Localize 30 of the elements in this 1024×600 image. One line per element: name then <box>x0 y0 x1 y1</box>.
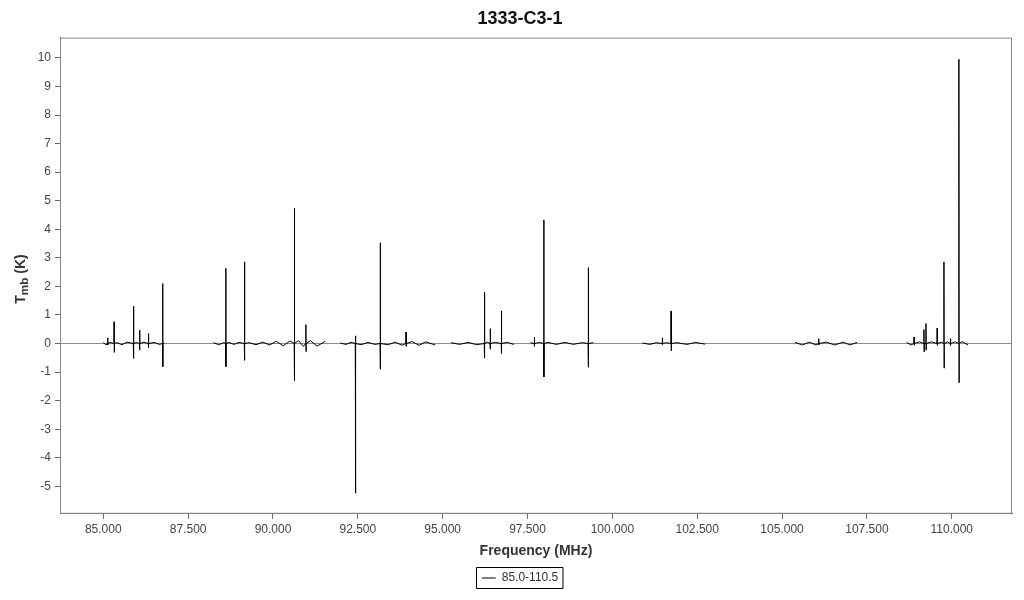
x-tick-label: 102.500 <box>675 522 720 537</box>
y-tick-label: -1 <box>40 364 52 379</box>
x-axis-title: Frequency (MHz) <box>479 542 593 559</box>
y-tick-label: 8 <box>44 107 52 122</box>
x-tick-label: 110.000 <box>930 522 974 537</box>
y-tick-label: -5 <box>40 478 52 493</box>
y-tick-label: 3 <box>44 250 52 265</box>
y-tick-label: 7 <box>44 135 52 150</box>
x-tick-label: 85.000 <box>84 522 122 537</box>
y-tick-label: 6 <box>44 164 52 179</box>
y-tick-label: 10 <box>37 50 52 65</box>
chart-title: 1333-C3-1 <box>477 7 563 28</box>
y-tick-label: 5 <box>44 193 52 208</box>
y-tick-label: -3 <box>40 421 52 436</box>
y-tick-label: -2 <box>40 392 52 407</box>
y-tick-label: 0 <box>44 335 52 350</box>
x-tick-label: 92.500 <box>339 522 377 537</box>
x-tick-label: 90.000 <box>254 522 292 537</box>
y-tick-label: -4 <box>40 450 52 465</box>
x-tick-label: 105.000 <box>760 522 805 537</box>
y-tick-label: 4 <box>44 221 52 236</box>
legend-label: 85.0-110.5 <box>501 570 559 585</box>
y-tick-label: 2 <box>44 278 52 293</box>
x-tick-label: 87.500 <box>169 522 207 537</box>
y-tick-label: 9 <box>44 78 52 93</box>
x-tick-label: 100.000 <box>590 522 635 537</box>
y-tick-label: 1 <box>44 307 52 322</box>
x-tick-label: 97.500 <box>509 522 547 537</box>
x-tick-label: 107.500 <box>845 522 889 537</box>
x-tick-label: 95.000 <box>424 522 462 537</box>
